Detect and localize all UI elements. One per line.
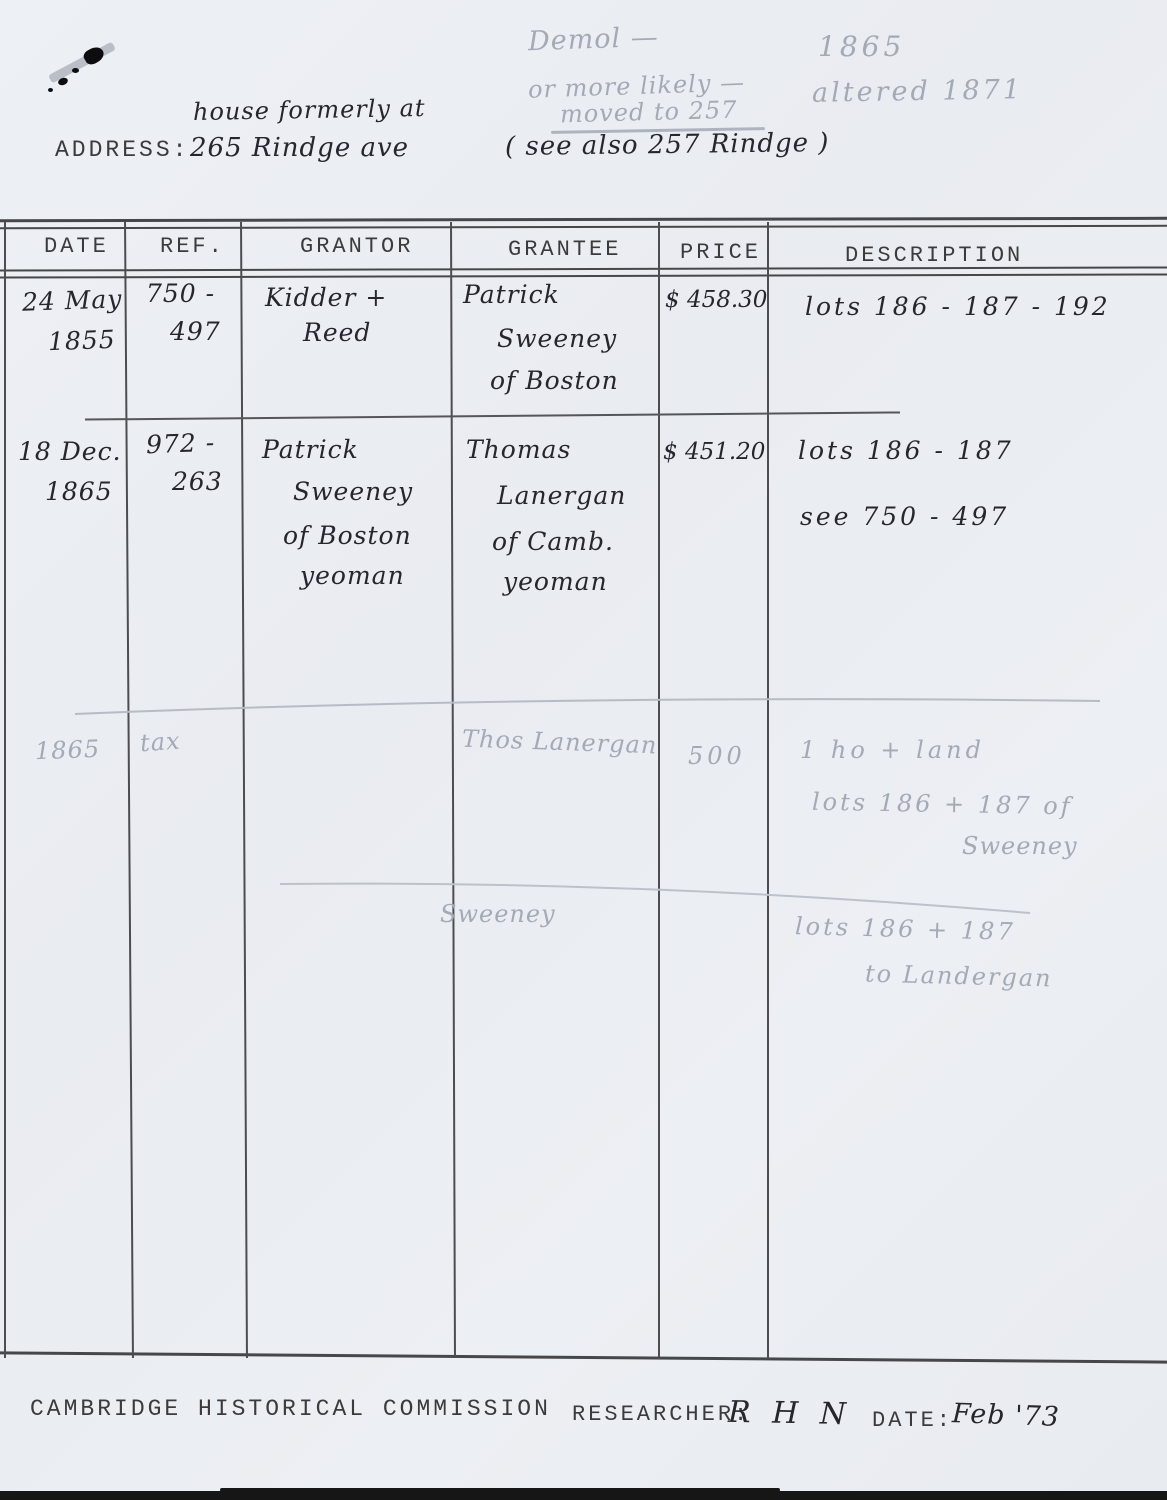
scan-edge-bar [0,1488,1167,1500]
row2-description-line2: see 750 - 497 [800,502,1010,531]
pencil-row1-ref: tax [139,726,182,758]
row2-grantee-line4: yeoman [503,567,608,596]
address-label: ADDRESS: [55,137,190,163]
pencil-row1-description-line3: Sweeney [962,832,1078,860]
row2-grantor-line2: Sweeney [293,477,414,506]
address-value: 265 Rindge ave [190,133,410,163]
row2-date-line2: 1865 [45,477,113,506]
pencil-row2-description-line1: lots 186 + 187 [794,912,1017,946]
row2-date-line1: 18 Dec. [18,437,122,466]
footer-researcher-label: RESEARCHER: [572,1402,751,1427]
header-price: PRICE [680,240,762,265]
pencil-row1-price: 500 [688,742,746,770]
row2-grantee-line1: Thomas [466,435,572,464]
row2-grantor-line1: Patrick [262,435,359,464]
row1-price: $ 458.30 [665,287,768,313]
row1-grantor-line1: Kidder + [265,283,388,312]
header-grantor: GRANTOR [300,234,414,259]
row2-ref-line2: 263 [172,467,223,496]
row2-grantor-line3: of Boston [283,521,412,550]
row1-grantee-line1: Patrick [463,280,560,309]
header-date: DATE [44,234,109,259]
row1-grantor-line2: Reed [303,318,372,347]
pencil-row1-description-line1: 1 ho + land [800,736,985,764]
header-description: DESCRIPTION [845,243,1024,268]
footer-date-value: Feb '73 [951,1398,1061,1433]
pencil-row1-description-line2: lots 186 + 187 of [811,787,1073,821]
column-divider-price-description [767,222,769,1358]
footer-researcher-value: R H N [727,1394,853,1433]
row2-grantee-line3: of Camb. [492,527,614,556]
row1-ref-line2: 497 [170,317,221,346]
row1-grantee-line2: Sweeney [497,324,618,353]
header-grantee: GRANTEE [508,237,622,262]
table-left-edge [4,222,6,1358]
row2-grantee-line2: Lanergan [497,481,627,510]
row1-grantee-line3: of Boston [490,366,619,395]
row1-description: lots 186 - 187 - 192 [805,292,1111,321]
footer-organization: CAMBRIDGE HISTORICAL COMMISSION [30,1396,551,1422]
column-divider-grantee-price [658,222,660,1358]
row1-ref-line1: 750 - [146,279,216,308]
row2-price: $ 451.20 [663,439,766,465]
pencil-row2-description-line2: to Landergan [864,959,1053,993]
pencil-row2-grantee: Sweeney [440,900,556,928]
row2-grantor-line4: yeoman [300,561,405,590]
footer-date-label: DATE: [872,1408,954,1433]
pencil-note-year-1865: 1865 [818,30,906,63]
row2-description-line1: lots 186 - 187 [798,436,1014,465]
pencil-row1-date: 1865 [34,734,101,766]
header-ref: REF. [160,234,225,259]
